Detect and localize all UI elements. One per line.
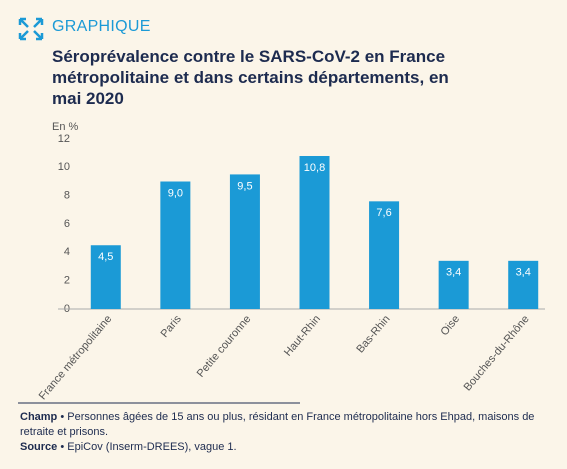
expand-icon xyxy=(18,17,44,41)
y-tick-label: 2 xyxy=(64,275,70,287)
bar xyxy=(299,156,330,309)
y-tick-label: 12 xyxy=(58,133,70,145)
value-label: 9,0 xyxy=(168,187,183,199)
note-text: • EpiCov (Inserm-DREES), vague 1. xyxy=(60,441,237,453)
kicker: GRAPHIQUE xyxy=(52,18,151,35)
y-axis-label: En % xyxy=(52,121,79,133)
bar xyxy=(160,181,191,309)
value-label: 3,4 xyxy=(446,267,461,279)
value-label: 9,5 xyxy=(237,180,252,192)
bar xyxy=(369,201,400,309)
y-tick-label: 10 xyxy=(58,161,70,173)
x-tick-label: Haut-Rhin xyxy=(282,313,323,359)
y-tick-label: 8 xyxy=(64,190,70,202)
note: Source • EpiCov (Inserm-DREES), vague 1. xyxy=(20,440,550,455)
bar xyxy=(229,174,260,309)
note: Champ • Personnes âgées de 15 ans ou plu… xyxy=(20,410,550,440)
notes: Champ • Personnes âgées de 15 ans ou plu… xyxy=(20,410,550,455)
x-tick-label: Petite couronne xyxy=(195,313,254,380)
value-label: 7,6 xyxy=(376,207,391,219)
note-text: • Personnes âgées de 15 ans ou plus, rés… xyxy=(20,411,535,438)
note-label: Champ xyxy=(20,411,58,423)
value-label: 4,5 xyxy=(98,251,113,263)
chart-title: Séroprévalence contre le SARS-CoV-2 en F… xyxy=(52,47,449,108)
value-label: 10,8 xyxy=(304,162,325,174)
value-label: 3,4 xyxy=(516,267,531,279)
x-tick-label: France métropolitaine xyxy=(37,313,115,402)
note-label: Source xyxy=(20,441,58,453)
x-tick-label: Bouches-du-Rhône xyxy=(462,313,532,393)
bar xyxy=(508,260,539,309)
bar xyxy=(438,260,469,309)
y-tick-label: 4 xyxy=(64,246,70,258)
x-tick-label: Bas-Rhin xyxy=(354,313,392,355)
x-tick-label: Oise xyxy=(438,313,462,338)
x-tick-label: Paris xyxy=(159,313,185,340)
bar xyxy=(90,245,121,309)
y-tick-label: 6 xyxy=(64,218,70,230)
